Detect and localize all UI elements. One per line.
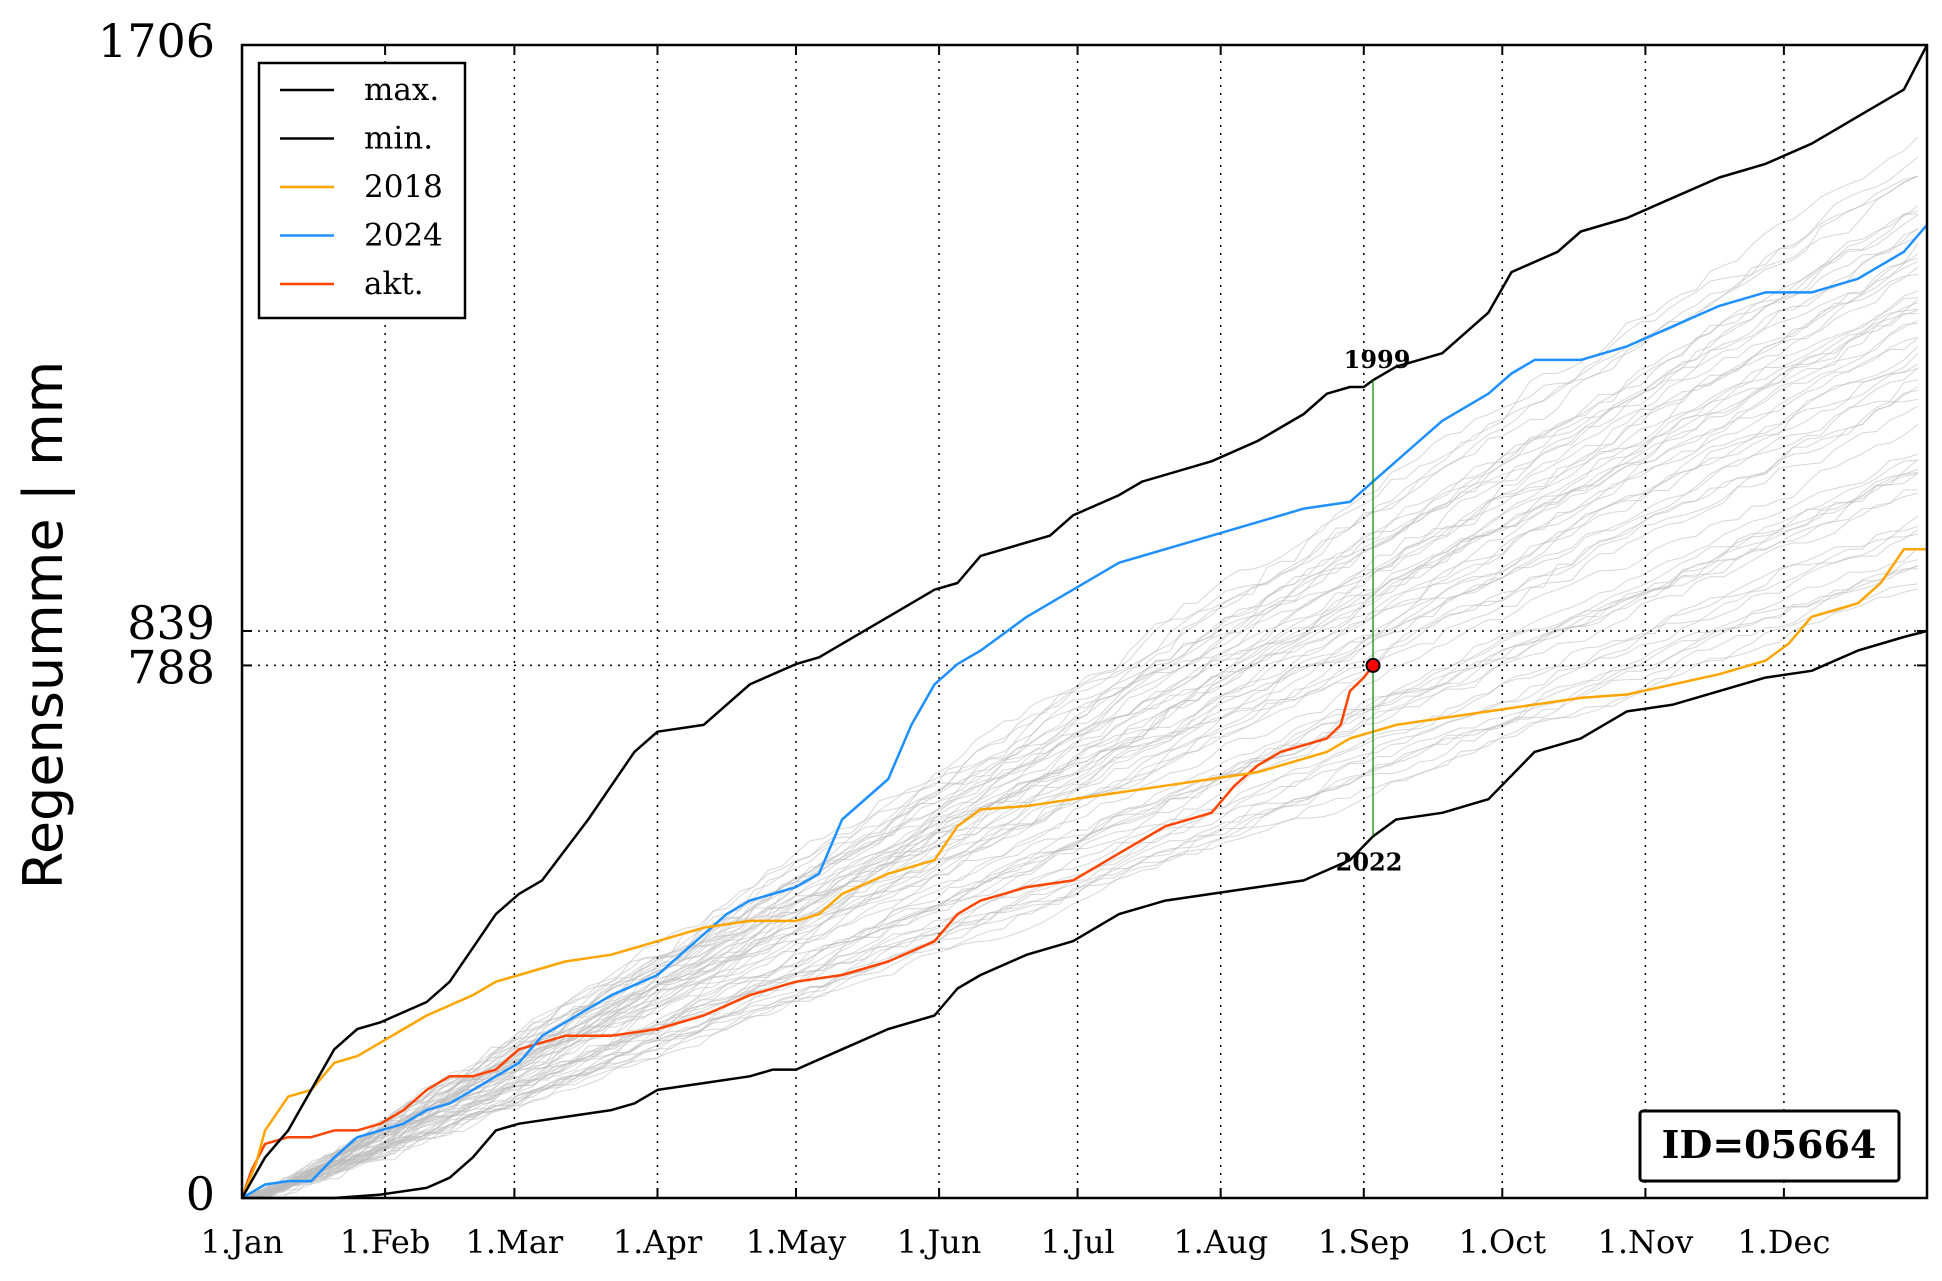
bg-year-line xyxy=(242,273,1918,1199)
bg-year-line xyxy=(241,175,1919,1199)
bg-year-line xyxy=(242,353,1919,1199)
bg-year-line xyxy=(242,309,1918,1197)
current-value-marker xyxy=(1365,657,1381,673)
bg-year-line xyxy=(241,515,1919,1199)
bg-year-line xyxy=(241,566,1918,1199)
bg-year-line xyxy=(241,405,1919,1196)
x-tick-label: 1.Aug xyxy=(1173,1223,1268,1261)
series-line-min xyxy=(242,629,1928,1200)
legend-label: min. xyxy=(364,121,433,157)
bg-year-line xyxy=(241,472,1919,1199)
annotation-min-year: 2022 xyxy=(1336,847,1403,876)
legend-label: max. xyxy=(364,72,439,108)
x-tick-label: 1.Jul xyxy=(1040,1223,1114,1261)
legend-label: 2024 xyxy=(364,218,443,254)
bg-year-line xyxy=(241,453,1918,1199)
x-tick-label: 1.Feb xyxy=(340,1223,430,1261)
bg-year-line xyxy=(242,529,1919,1199)
bg-year-line xyxy=(241,559,1918,1199)
legend-label: akt. xyxy=(364,266,424,302)
plot-frame xyxy=(240,43,1929,1200)
y-axis-label: Regensumme | mm xyxy=(12,361,75,890)
bg-year-line xyxy=(242,525,1918,1196)
bg-year-line xyxy=(241,229,1918,1199)
id-label: ID=05664 xyxy=(1662,1122,1877,1167)
bg-year-line xyxy=(241,156,1919,1199)
y-tick-label: 788 xyxy=(127,640,215,694)
bg-year-line xyxy=(241,205,1919,1199)
bg-year-line xyxy=(241,302,1918,1199)
series-line-akt xyxy=(240,664,1374,1199)
annotation-max-year: 1999 xyxy=(1344,345,1411,374)
legend-box xyxy=(257,61,467,320)
bg-year-line xyxy=(241,337,1919,1199)
y-tick-label: 1706 xyxy=(98,14,215,68)
bg-year-line xyxy=(242,367,1919,1199)
bg-year-line xyxy=(241,492,1918,1196)
bg-year-line xyxy=(241,368,1918,1198)
y-tick-label: 839 xyxy=(127,596,215,650)
x-tick-label: 1.Jan xyxy=(200,1223,283,1261)
historical-years-lines xyxy=(241,136,1919,1199)
x-tick-label: 1.Sep xyxy=(1318,1223,1410,1261)
y-tick-label: 0 xyxy=(186,1167,215,1221)
axis-ticks: 1.Jan 1.Feb 1.Mar 1.Apr 1.May 1.Jun 1.Jul 1.Aug… xyxy=(98,14,1927,1261)
markers: 1999 2022 xyxy=(1336,345,1411,876)
bg-year-line xyxy=(242,175,1918,1196)
x-tick-label: 1.Dec xyxy=(1737,1223,1830,1261)
x-tick-label: 1.Apr xyxy=(613,1223,703,1261)
x-tick-label: 1.Jun xyxy=(897,1223,982,1261)
id-box-frame xyxy=(1638,1109,1901,1183)
bg-year-line xyxy=(241,236,1919,1196)
series-line-2024 xyxy=(241,223,1928,1200)
bg-year-line xyxy=(242,243,1919,1196)
x-tick-label: 1.May xyxy=(746,1223,846,1261)
bg-year-line xyxy=(241,253,1919,1199)
series-line-max xyxy=(240,44,1929,1199)
bg-year-line xyxy=(241,473,1918,1197)
grid-lines xyxy=(242,45,1927,1198)
bg-year-line xyxy=(241,320,1919,1199)
x-tick-label: 1.Mar xyxy=(466,1223,564,1261)
bg-year-line xyxy=(241,136,1919,1199)
bg-year-line xyxy=(242,299,1919,1197)
bg-year-line xyxy=(241,213,1918,1199)
station-id-box: ID=05664 xyxy=(1638,1109,1901,1183)
bg-year-line xyxy=(242,308,1918,1196)
x-tick-label: 1.Oct xyxy=(1459,1223,1547,1261)
x-tick-label: 1.Nov xyxy=(1597,1223,1693,1261)
series-lines xyxy=(240,44,1929,1200)
series-line-2018 xyxy=(240,547,1927,1199)
legend: max. min. 2018 2024 akt. xyxy=(257,61,467,320)
bg-year-line xyxy=(241,583,1918,1197)
bg-year-line xyxy=(241,568,1918,1199)
bg-year-line xyxy=(241,588,1918,1199)
legend-label: 2018 xyxy=(364,169,443,205)
